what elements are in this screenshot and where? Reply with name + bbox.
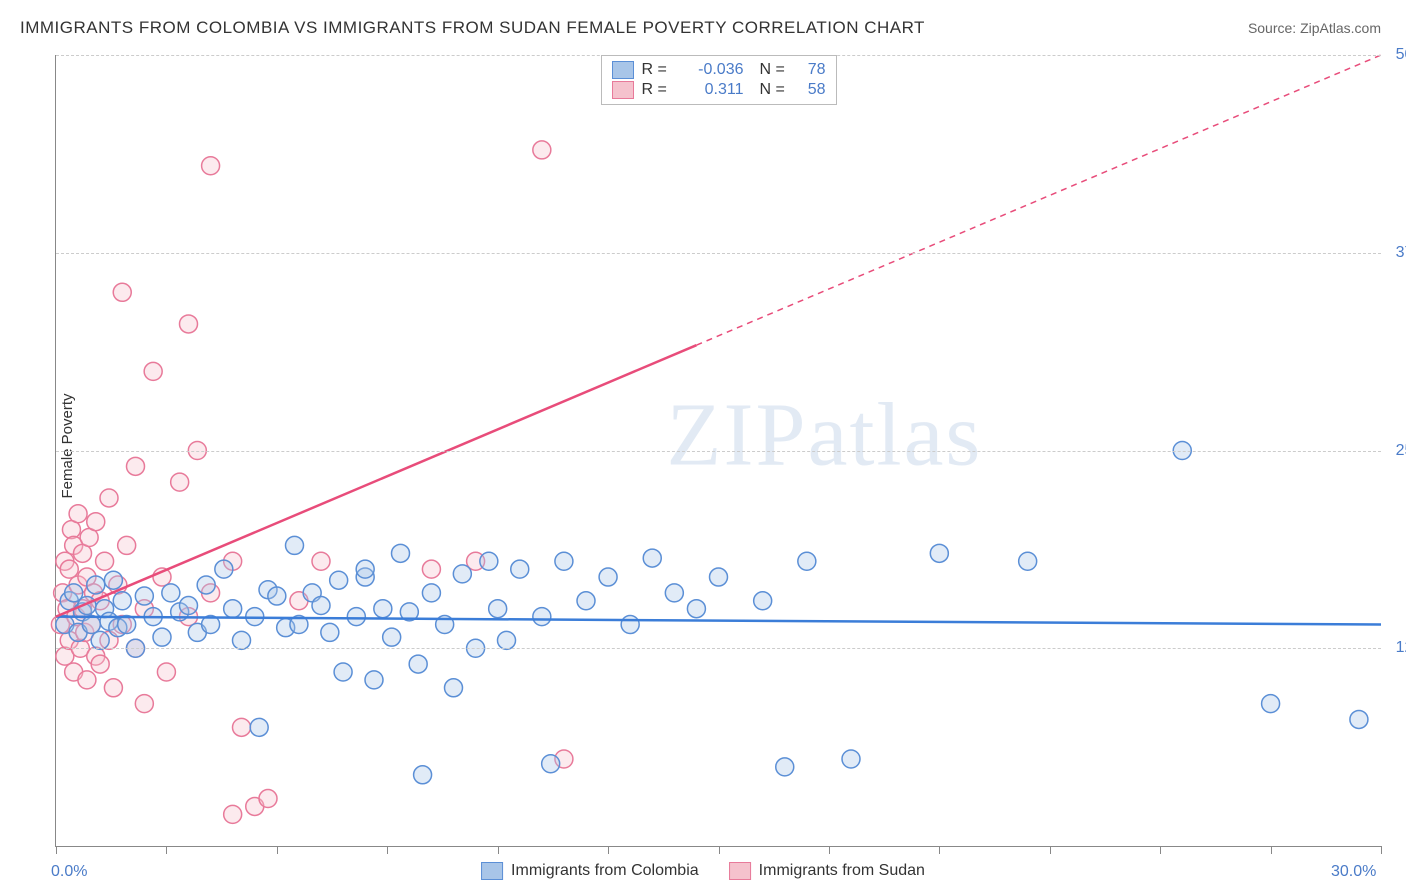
legend-swatch — [612, 61, 634, 79]
x-tick-label: 30.0% — [1331, 863, 1376, 881]
plot-area: ZIPatlas R =-0.036N =78R =0.311N =58 12.… — [55, 55, 1381, 847]
n-value: 78 — [796, 61, 826, 79]
y-tick-label: 12.5% — [1396, 639, 1406, 657]
r-value: -0.036 — [684, 61, 744, 79]
legend-swatch — [612, 81, 634, 99]
legend-swatch-colombia — [481, 862, 503, 880]
correlation-legend: R = -0.036 N = 78 R = 0.311 N = 58 — [601, 55, 837, 105]
legend-swatch-sudan — [729, 862, 751, 880]
y-tick-label: 37.5% — [1396, 244, 1406, 262]
correlation-legend-row: R = -0.036 N = 78 — [612, 60, 826, 80]
legend-label-sudan: Immigrants from Sudan — [759, 862, 925, 880]
y-tick-label: 50.0% — [1396, 46, 1406, 64]
legend-label-colombia: Immigrants from Colombia — [511, 862, 699, 880]
series-legend: Immigrants from Colombia Immigrants from… — [481, 862, 925, 880]
r-label: R = — [642, 61, 676, 79]
r-label: R = — [642, 81, 676, 99]
legend-item-colombia: Immigrants from Colombia — [481, 862, 699, 880]
y-tick-label: 25.0% — [1396, 442, 1406, 460]
chart-title: IMMIGRANTS FROM COLOMBIA VS IMMIGRANTS F… — [20, 18, 925, 38]
n-value: 58 — [796, 81, 826, 99]
n-label: N = — [760, 61, 788, 79]
correlation-legend-row: R = 0.311 N = 58 — [612, 80, 826, 100]
legend-item-sudan: Immigrants from Sudan — [729, 862, 925, 880]
source-attribution: Source: ZipAtlas.com — [1248, 20, 1381, 36]
n-label: N = — [760, 81, 788, 99]
r-value: 0.311 — [684, 81, 744, 99]
x-tick-label: 0.0% — [51, 863, 87, 881]
chart-container: IMMIGRANTS FROM COLOMBIA VS IMMIGRANTS F… — [0, 0, 1406, 892]
